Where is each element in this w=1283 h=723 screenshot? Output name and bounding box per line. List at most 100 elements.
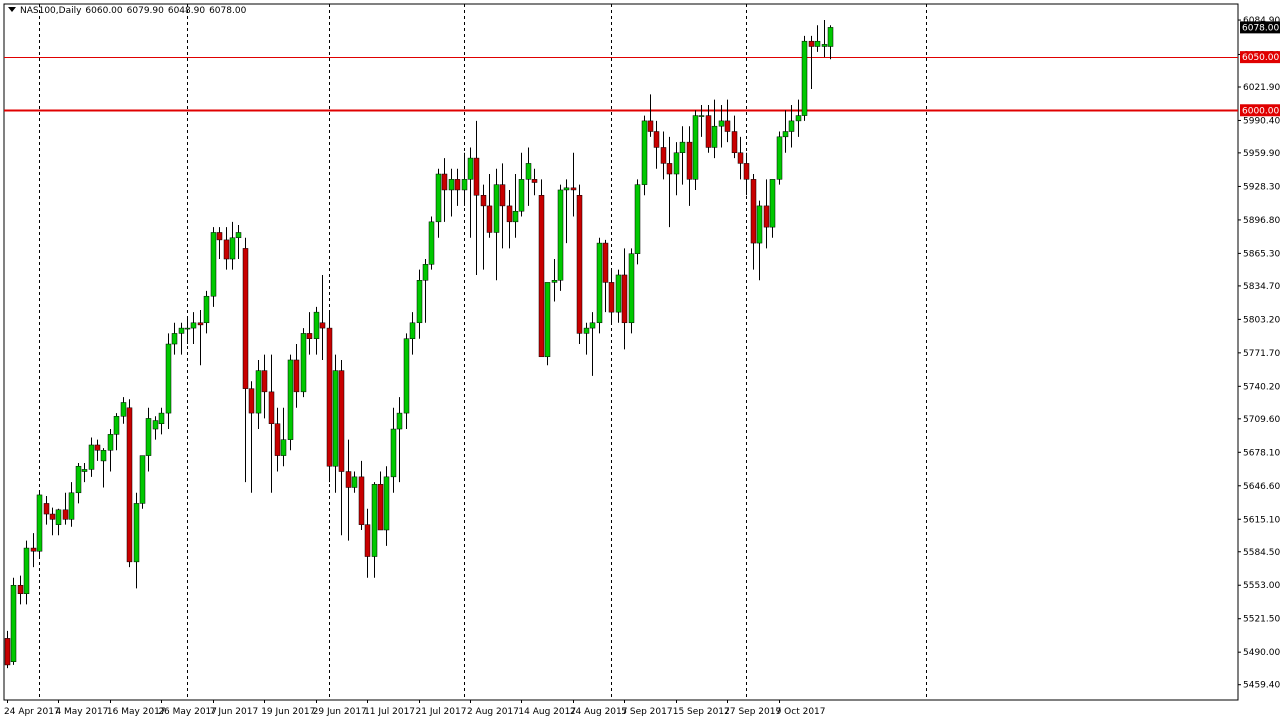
candle-body xyxy=(583,327,590,334)
candle-body xyxy=(821,44,828,47)
dropdown-triangle-icon[interactable] xyxy=(8,7,16,12)
candle-body xyxy=(422,264,429,281)
candle-body xyxy=(235,232,242,239)
y-tick-label: 5553.00 xyxy=(1243,581,1280,591)
candle-body xyxy=(23,547,30,594)
candle-body xyxy=(94,444,101,451)
x-tick-label: 15 Sep 2017 xyxy=(673,707,730,717)
candle-body xyxy=(660,147,667,164)
candle-body xyxy=(152,420,159,430)
candle-body xyxy=(467,157,474,180)
x-tick-label: 19 Jun 2017 xyxy=(261,707,315,717)
candle-body xyxy=(473,157,480,196)
candle-body xyxy=(576,195,583,334)
candle-body xyxy=(36,494,43,552)
candle-body xyxy=(756,205,763,244)
candle-body xyxy=(358,476,365,525)
candle-body xyxy=(782,131,789,138)
candle-body xyxy=(461,179,468,191)
hline-price-label: 6000.00 xyxy=(1242,106,1279,116)
x-tick-label: 16 May 2017 xyxy=(107,707,166,717)
candle-body xyxy=(647,120,654,132)
candle-body xyxy=(49,513,56,520)
candle-body xyxy=(62,509,69,520)
candle-body xyxy=(107,434,114,451)
candle-body xyxy=(332,370,339,467)
y-tick-label: 5490.00 xyxy=(1243,648,1280,658)
y-tick-label: 5740.20 xyxy=(1243,382,1280,392)
candle-body xyxy=(319,322,326,329)
candle-body xyxy=(788,120,795,132)
candle-body xyxy=(300,333,307,393)
candle-body xyxy=(351,476,358,488)
candle-body xyxy=(229,237,236,260)
candle-body xyxy=(679,141,686,154)
candle-body xyxy=(698,115,705,117)
y-tick-label: 5803.20 xyxy=(1243,315,1280,325)
candle-body xyxy=(75,465,82,494)
candle-body xyxy=(326,327,333,467)
symbol-label: NAS100,Daily xyxy=(20,6,82,16)
candle-body xyxy=(338,370,345,472)
candle-body xyxy=(557,189,564,281)
x-tick-label: 4 May 2017 xyxy=(55,707,108,717)
candle-body xyxy=(428,221,435,265)
candle-body xyxy=(255,370,262,414)
x-tick-label: 29 Jun 2017 xyxy=(313,707,367,717)
candle-body xyxy=(441,173,448,191)
candle-body xyxy=(248,388,255,414)
candle-body xyxy=(261,370,268,393)
candle-body xyxy=(711,125,718,148)
hline-price-tag xyxy=(1240,51,1280,64)
candle-body xyxy=(81,469,88,472)
candle-body xyxy=(486,205,493,233)
x-tick-label: 27 Sep 2017 xyxy=(724,707,781,717)
candle-body xyxy=(641,120,648,185)
x-tick-label: 24 Aug 2017 xyxy=(570,707,628,717)
candle-body xyxy=(403,338,410,414)
x-tick-label: 7 Jun 2017 xyxy=(210,707,258,717)
candle-body xyxy=(145,418,152,456)
candle-body xyxy=(551,280,558,283)
open-value: 6060.00 xyxy=(85,6,123,16)
candle-body xyxy=(416,280,423,324)
y-tick-label: 5959.90 xyxy=(1243,149,1280,159)
y-tick-label: 5584.50 xyxy=(1243,548,1280,558)
candle-body xyxy=(808,40,815,47)
candle-body xyxy=(30,547,37,552)
candle-body xyxy=(242,248,249,389)
candle-body xyxy=(692,115,699,180)
candle-body xyxy=(448,179,455,191)
candle-body xyxy=(776,136,783,180)
candle-body xyxy=(801,40,808,116)
candle-body xyxy=(17,584,24,594)
y-tick-label: 5678.10 xyxy=(1243,448,1280,458)
chart-header: NAS100,Daily 6060.00 6079.90 6048.90 6078.00 xyxy=(8,6,250,16)
candle-body xyxy=(769,179,776,228)
x-tick-label: 2 Aug 2017 xyxy=(467,707,519,717)
candle-body xyxy=(88,444,95,470)
candle-body xyxy=(287,359,294,440)
y-tick-label: 5521.50 xyxy=(1243,615,1280,625)
close-value: 6078.00 xyxy=(209,6,247,16)
candle-body xyxy=(544,282,551,358)
candle-body xyxy=(158,412,165,424)
candle-body xyxy=(113,416,120,435)
candle-body xyxy=(531,179,538,183)
candle-body xyxy=(313,311,320,339)
y-tick-label: 5709.60 xyxy=(1243,415,1280,425)
candle-body xyxy=(203,295,210,324)
candle-body xyxy=(280,439,287,456)
candle-body xyxy=(589,322,596,329)
candle-body xyxy=(10,584,17,662)
x-tick-label: 14 Aug 2017 xyxy=(518,707,576,717)
candle-body xyxy=(210,232,217,297)
candle-body xyxy=(538,195,545,358)
y-tick-label: 5834.70 xyxy=(1243,282,1280,292)
y-tick-label: 6021.90 xyxy=(1243,83,1280,93)
x-tick-label: 5 Sep 2017 xyxy=(621,707,672,717)
candle-body xyxy=(165,343,172,414)
candle-body xyxy=(390,428,397,478)
y-tick-label: 6084.90 xyxy=(1243,16,1280,26)
